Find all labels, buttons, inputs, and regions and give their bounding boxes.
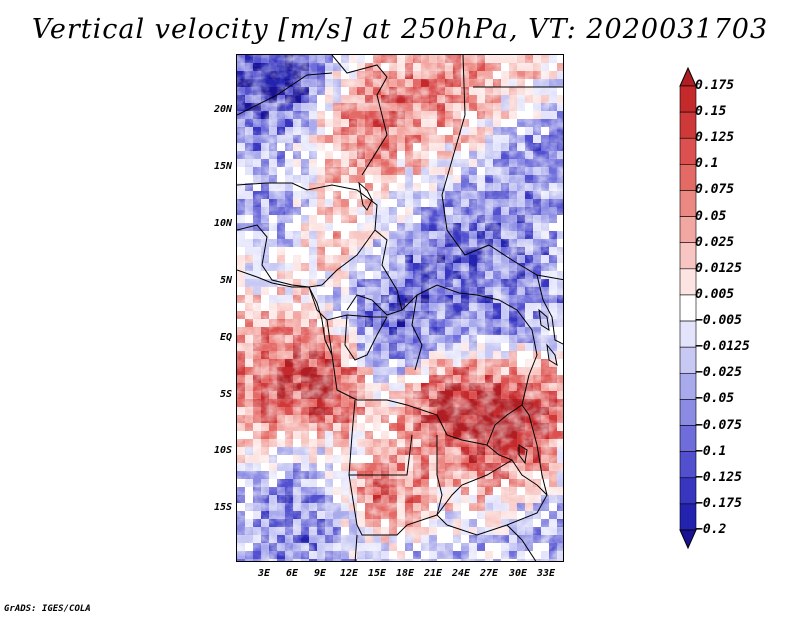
colorbar-swatch [679, 137, 697, 165]
colorbar-tick-label: −0.075 [695, 417, 742, 433]
colorbar-swatch [679, 216, 697, 244]
colorbar-tick-label: −0.05 [695, 391, 735, 407]
lat-label: 10N [213, 218, 232, 229]
colorbar-tick-label: 0.1 [695, 156, 719, 172]
lat-label: 15N [213, 161, 232, 172]
colorbar-tick-label: 0.075 [695, 182, 735, 198]
colorbar-swatch [679, 294, 697, 322]
colorbar-tick-label: −0.1 [695, 443, 727, 459]
colorbar-swatch [679, 503, 697, 531]
lon-label: 27E [479, 568, 499, 579]
colorbar-swatch [679, 190, 697, 217]
colorbar-min-triangle [679, 529, 697, 550]
lat-label: EQ [219, 332, 232, 343]
lon-label: 12E [339, 568, 359, 579]
map-plot-area [236, 54, 564, 562]
colorbar [679, 66, 697, 550]
colorbar-tick-label: 0.005 [695, 286, 735, 302]
colorbar-swatch [679, 85, 697, 113]
lon-label: 9E [313, 568, 327, 579]
colorbar-tick-label: −0.0125 [695, 339, 750, 355]
colorbar-tick-label: 0.05 [695, 208, 727, 224]
colorbar-tick-label: −0.2 [695, 522, 727, 537]
colorbar-tick-label: −0.025 [695, 365, 742, 381]
lon-label: 21E [423, 568, 443, 579]
colorbar-swatch [679, 372, 697, 400]
colorbar-swatch [679, 425, 697, 452]
lat-label: 15S [213, 502, 232, 513]
chart-title: Vertical velocity [m/s] at 250hPa, VT: 2… [31, 14, 769, 45]
colorbar-swatch [679, 451, 697, 479]
lon-label: 15E [367, 568, 387, 579]
lon-label: 3E [257, 568, 271, 579]
lat-label: 5S [219, 389, 232, 400]
colorbar-swatch [679, 242, 697, 270]
lat-label: 5N [219, 275, 232, 286]
colorbar-tick-label: 0.025 [695, 234, 735, 250]
colorbar-tick-label: −0.125 [695, 469, 742, 485]
colorbar-swatch [679, 399, 697, 426]
lon-label: 24E [451, 568, 471, 579]
colorbar-swatch [679, 111, 697, 139]
colorbar-max-triangle [679, 66, 697, 87]
colorbar-swatch [679, 164, 697, 191]
lon-label: 18E [395, 568, 415, 579]
colorbar-swatch [679, 346, 697, 374]
colorbar-swatch [679, 477, 697, 505]
colorbar-tick-label: 0.15 [695, 104, 727, 120]
colorbar-swatch [679, 320, 697, 348]
footer-credit: GrADS: IGES/COLA [4, 604, 91, 614]
colorbar-swatch [679, 268, 697, 296]
colorbar-tick-label: −0.175 [695, 495, 742, 511]
lon-label: 30E [508, 568, 528, 579]
velocity-field-map [237, 55, 563, 561]
lat-label: 10S [213, 445, 232, 456]
lon-label: 6E [285, 568, 299, 579]
colorbar-tick-label: −0.005 [695, 313, 742, 329]
lat-label: 20N [213, 104, 232, 115]
colorbar-tick-label: 0.175 [695, 78, 735, 93]
colorbar-tick-label: 0.0125 [695, 260, 742, 276]
colorbar-tick-label: 0.125 [695, 130, 735, 146]
lon-label: 33E [536, 568, 556, 579]
country-borders [237, 55, 563, 561]
